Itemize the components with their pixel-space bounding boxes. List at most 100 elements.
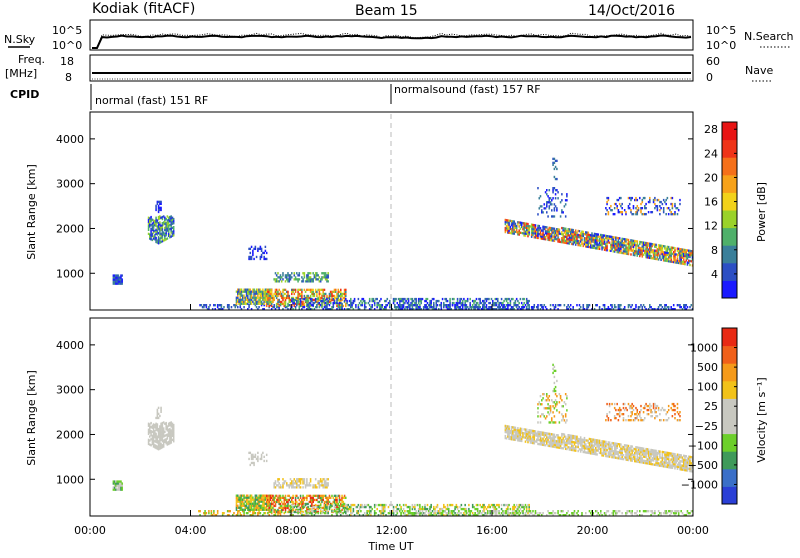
- heatmap-cell: [408, 298, 410, 300]
- heatmap-cell: [294, 504, 296, 506]
- heatmap-cell: [320, 478, 322, 480]
- heatmap-cell: [659, 209, 661, 211]
- heatmap-cell: [604, 306, 606, 308]
- heatmap-cell: [657, 209, 659, 211]
- heatmap-cell: [280, 291, 282, 293]
- heatmap-cell: [541, 205, 543, 207]
- heatmap-cell: [243, 495, 245, 497]
- heatmap-cell: [645, 213, 647, 215]
- heatmap-cell: [419, 304, 421, 306]
- heatmap-cell: [380, 298, 382, 300]
- heatmap-cell: [572, 229, 574, 231]
- colorbar-swatch: [722, 245, 737, 263]
- heatmap-cell: [316, 486, 318, 488]
- heatmap-cell: [620, 197, 622, 199]
- heatmap-cell: [620, 250, 622, 252]
- heatmap-cell: [241, 289, 243, 291]
- heatmap-cell: [173, 222, 175, 224]
- heatmap-cell: [295, 276, 297, 278]
- heatmap-cell: [635, 512, 637, 514]
- heatmap-cell: [208, 306, 210, 308]
- heatmap-cell: [528, 300, 530, 302]
- heatmap-cell: [600, 510, 602, 512]
- heatmap-cell: [282, 486, 284, 488]
- heatmap-cell: [649, 201, 651, 203]
- heatmap-cell: [335, 289, 337, 291]
- heatmap-cell: [296, 510, 298, 512]
- heatmap-cell: [296, 272, 298, 274]
- heatmap-cell: [393, 506, 395, 508]
- heatmap-cell: [683, 259, 685, 261]
- heatmap-cell: [321, 306, 323, 308]
- heatmap-cell: [325, 480, 327, 482]
- heatmap-cell: [442, 510, 444, 512]
- heatmap-cell: [336, 300, 338, 302]
- heatmap-cell: [162, 218, 164, 220]
- heatmap-cell: [472, 304, 474, 306]
- heatmap-cell: [637, 510, 639, 512]
- heatmap-cell: [609, 207, 611, 209]
- heatmap-cell: [278, 299, 280, 301]
- heatmap-cell: [273, 484, 275, 486]
- heatmap-cell: [322, 291, 324, 293]
- heatmap-cell: [213, 512, 215, 514]
- heatmap-cell: [312, 497, 314, 499]
- heatmap-cell: [312, 272, 314, 274]
- heatmap-cell: [422, 510, 424, 512]
- heatmap-cell: [567, 510, 569, 512]
- heatmap-cell: [535, 226, 537, 228]
- heatmap-cell: [261, 256, 263, 258]
- heatmap-cell: [555, 304, 557, 306]
- heatmap-cell: [407, 306, 409, 308]
- heatmap-cell: [464, 304, 466, 306]
- heatmap-cell: [640, 211, 642, 213]
- heatmap-cell: [297, 512, 299, 514]
- heatmap-cell: [415, 510, 417, 512]
- heatmap-cell: [358, 298, 360, 300]
- heatmap-cell: [518, 302, 520, 304]
- heatmap-cell: [544, 203, 546, 205]
- heatmap-cell: [541, 304, 543, 306]
- heatmap-cell: [255, 512, 257, 514]
- heatmap-cell: [554, 207, 556, 209]
- heatmap-cell: [590, 512, 592, 514]
- heatmap-cell: [199, 510, 201, 512]
- heatmap-cell: [251, 303, 253, 305]
- heatmap-cell: [473, 302, 475, 304]
- heatmap-cell: [312, 280, 314, 282]
- heatmap-cell: [309, 482, 311, 484]
- heatmap-cell: [208, 510, 210, 512]
- heatmap-cell: [569, 306, 571, 308]
- heatmap-cell: [654, 197, 656, 199]
- heatmap-cell: [243, 306, 245, 308]
- heatmap-cell: [430, 302, 432, 304]
- heatmap-cell: [658, 306, 660, 308]
- heatmap-cell: [276, 495, 278, 497]
- heatmap-cell: [653, 201, 655, 203]
- heatmap-cell: [281, 301, 283, 303]
- heatmap-cell: [237, 495, 239, 497]
- heatmap-cell: [479, 510, 481, 512]
- heatmap-cell: [517, 508, 519, 510]
- heatmap-cell: [325, 506, 327, 508]
- heatmap-cell: [295, 497, 297, 499]
- heatmap-cell: [163, 445, 165, 447]
- heatmap-cell: [385, 306, 387, 308]
- heatmap-cell: [614, 213, 616, 215]
- heatmap-cell: [247, 495, 249, 497]
- heatmap-cell: [566, 199, 568, 201]
- heatmap-cell: [596, 510, 598, 512]
- heatmap-cell: [297, 280, 299, 282]
- heatmap-cell: [635, 248, 637, 250]
- heatmap-cell: [487, 512, 489, 514]
- heatmap-cell: [547, 510, 549, 512]
- heatmap-cell: [277, 511, 279, 513]
- heatmap-cell: [276, 297, 278, 299]
- heatmap-cell: [501, 508, 503, 510]
- heatmap-cell: [517, 427, 519, 429]
- heatmap-cell: [296, 501, 298, 503]
- heatmap-cell: [369, 508, 371, 510]
- heatmap-cell: [361, 304, 363, 306]
- heatmap-cell: [403, 300, 405, 302]
- heatmap-cell: [633, 213, 635, 215]
